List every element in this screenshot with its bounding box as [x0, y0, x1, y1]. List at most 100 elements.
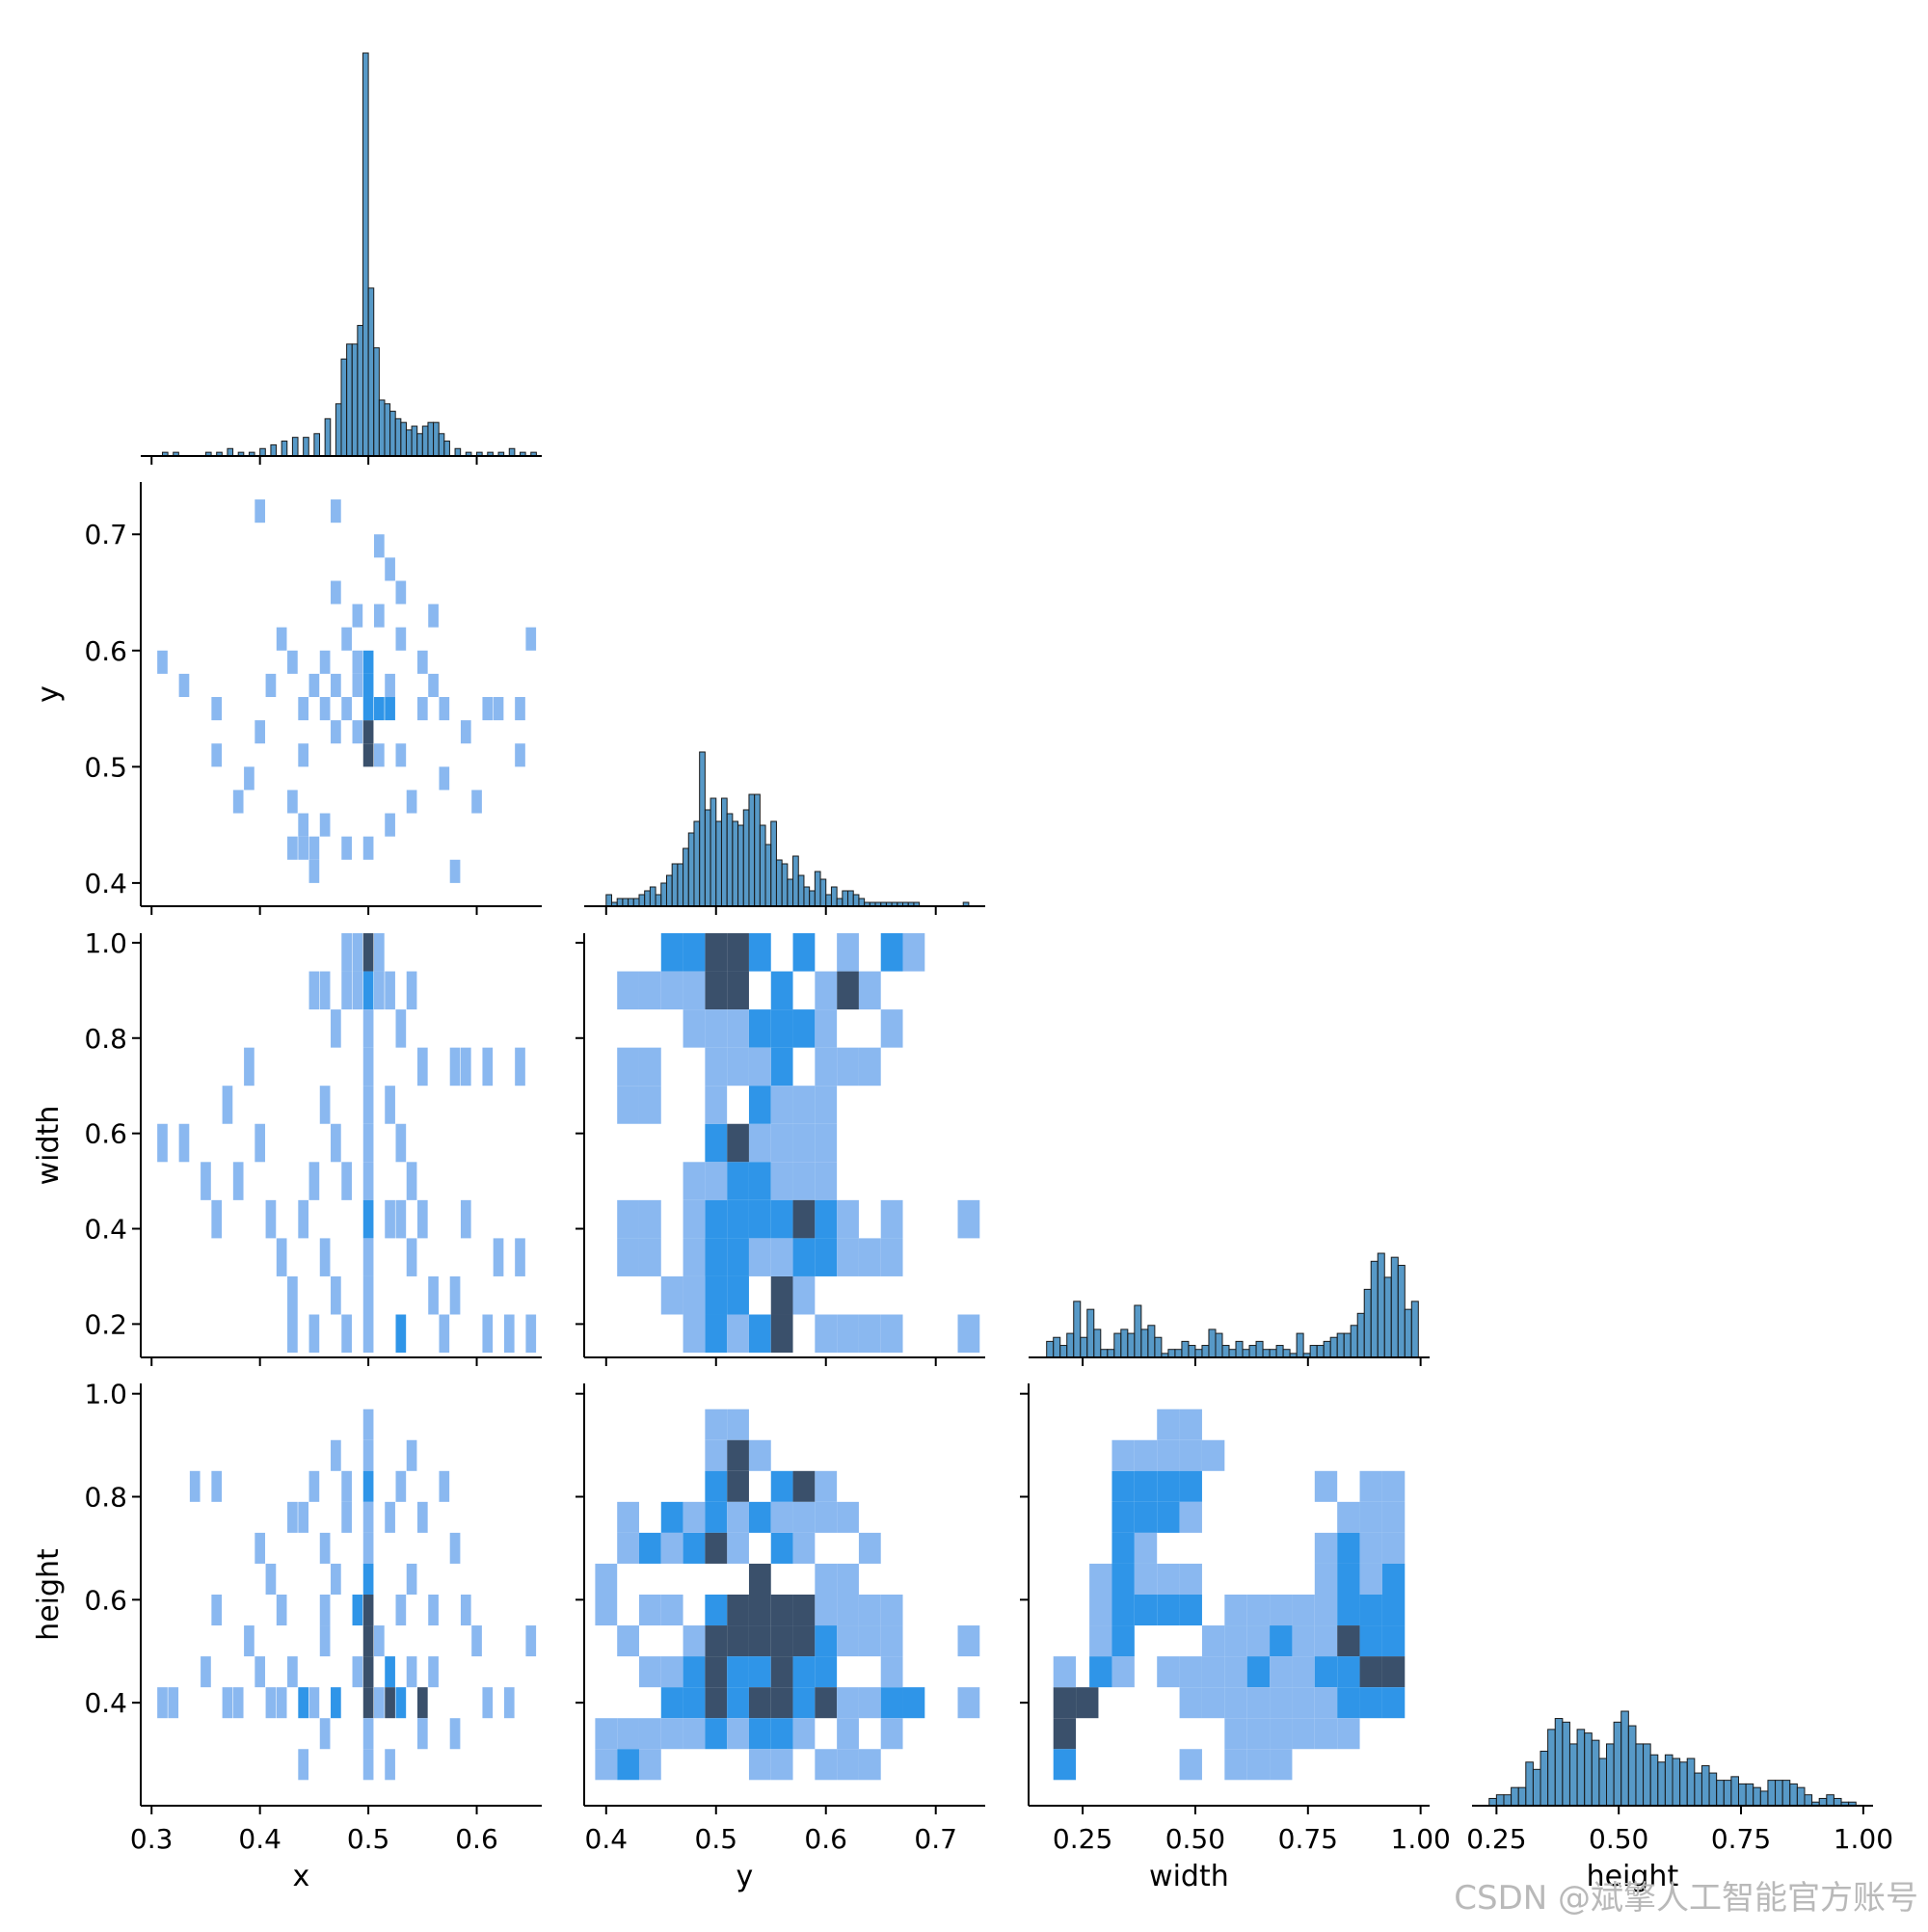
y-axis-title-y: y: [32, 685, 66, 703]
hist-bar-width: [1269, 1349, 1277, 1358]
heatmap-cell-width-height: [1134, 1501, 1158, 1533]
heatmap-cell-width-height: [1157, 1470, 1180, 1502]
heatmap-cell-x-height: [460, 1595, 471, 1626]
hist-bar-width: [1370, 1260, 1379, 1358]
x-axis-title-width: width: [1149, 1860, 1229, 1893]
heatmap-cell-x-height: [362, 1718, 374, 1750]
hist-bar-y: [605, 894, 612, 907]
heatmap-cell-width-height: [1292, 1656, 1315, 1688]
y-tick-label: 1.0: [84, 927, 127, 959]
heatmap-cell-y-height: [660, 1687, 683, 1719]
hist-bar-height: [1753, 1786, 1761, 1807]
heatmap-cell-y-height: [727, 1501, 749, 1533]
hist-bar-y: [770, 820, 777, 907]
heatmap-cell-width-height: [1179, 1439, 1202, 1471]
heatmap-cell-width-height: [1337, 1625, 1360, 1657]
heatmap-cell-y-height: [727, 1718, 749, 1750]
heatmap-cell-x-y: [265, 673, 277, 698]
heatmap-cell-y-width: [815, 1009, 838, 1048]
heatmap-cell-y-width: [683, 1009, 706, 1048]
heatmap-cell-x-width: [362, 933, 374, 972]
hist-bar-x: [373, 347, 380, 457]
x-tick-label: 0.25: [1466, 1823, 1526, 1855]
heatmap-cell-x-width: [222, 1086, 233, 1124]
heatmap-cell-y-width: [727, 1162, 749, 1200]
x-axis-title-height: height: [1587, 1860, 1679, 1893]
heatmap-cell-y-width: [957, 1199, 980, 1239]
heatmap-cell-x-height: [449, 1718, 461, 1750]
heatmap-cell-y-height: [815, 1470, 838, 1502]
heatmap-cell-y-width: [705, 1162, 728, 1200]
heatmap-cell-x-height: [362, 1470, 374, 1502]
heatmap-cell-x-y: [331, 720, 341, 744]
heatmap-cell-y-height: [858, 1595, 881, 1626]
heatmap-cell-y-height: [748, 1687, 771, 1719]
heatmap-cell-x-width: [460, 1047, 471, 1087]
heatmap-cell-y-width: [770, 1238, 793, 1276]
heatmap-cell-y-height: [748, 1501, 771, 1533]
heatmap-cell-x-width: [449, 1275, 461, 1315]
heatmap-cell-width-height: [1089, 1656, 1112, 1688]
heatmap-cell-x-width: [319, 971, 331, 1010]
heatmap-cell-x-height: [319, 1595, 331, 1626]
x-tick-label: 0.4: [585, 1823, 629, 1855]
heatmap-cell-x-width: [298, 1199, 308, 1239]
heatmap-cell-y-height: [837, 1625, 859, 1657]
heatmap-cell-x-width: [331, 1275, 341, 1315]
hist-bar-y: [699, 751, 706, 907]
hist-bar-width: [1255, 1340, 1264, 1358]
hist-bar-width: [1316, 1345, 1325, 1358]
heatmap-cell-y-width: [617, 1199, 639, 1239]
heatmap-cell-width-height: [1270, 1749, 1293, 1781]
heatmap-cell-width-height: [1381, 1563, 1406, 1595]
heatmap-cell-x-y: [482, 697, 494, 721]
heatmap-cell-y-width: [705, 1086, 728, 1124]
heatmap-cell-x-width: [395, 1199, 407, 1239]
heatmap-cell-width-height: [1053, 1718, 1077, 1750]
heatmap-cell-x-width: [493, 1238, 504, 1276]
heatmap-cell-y-width: [638, 1086, 661, 1124]
heatmap-cell-y-height: [705, 1501, 728, 1533]
hist-bar-height: [1540, 1750, 1549, 1807]
heatmap-cell-y-height: [660, 1718, 683, 1750]
heatmap-cell-x-height: [362, 1595, 374, 1626]
x-tick-label: 0.6: [455, 1823, 498, 1855]
heatmap-cell-y-width: [815, 1314, 838, 1354]
heatmap-cell-y-height: [705, 1718, 728, 1750]
heatmap-cell-x-height: [482, 1687, 494, 1719]
heatmap-cell-y-height: [748, 1625, 771, 1657]
heatmap-cell-x-height: [157, 1687, 168, 1719]
hist-bar-width: [1140, 1328, 1149, 1358]
hist-bar-height: [1781, 1780, 1791, 1807]
heatmap-cell-x-y: [416, 650, 428, 674]
hist-bar-y: [638, 894, 646, 907]
hist-bar-x: [362, 52, 369, 457]
heatmap-cell-x-height: [298, 1687, 308, 1719]
heatmap-cell-x-y: [157, 650, 168, 674]
heatmap-cell-y-width: [705, 933, 728, 972]
heatmap-cell-width-height: [1224, 1718, 1247, 1750]
y-tick-label: 0.4: [84, 1214, 127, 1246]
hist-bar-height: [1716, 1780, 1725, 1807]
heatmap-cell-y-width: [683, 1314, 706, 1354]
heatmap-cell-y-width: [837, 1199, 859, 1239]
heatmap-cell-x-y: [428, 604, 439, 628]
hist-bar-height: [1745, 1783, 1754, 1807]
y-axis-title-height: height: [32, 1548, 66, 1641]
heatmap-cell-y-height: [705, 1625, 728, 1657]
x-tick-label: 0.4: [238, 1823, 281, 1855]
heatmap-cell-width-height: [1179, 1595, 1202, 1626]
hist-bar-y: [748, 793, 756, 907]
heatmap-cell-y-width: [727, 1009, 749, 1048]
heatmap-cell-x-width: [385, 1199, 395, 1239]
hist-bar-x: [324, 417, 332, 457]
heatmap-cell-width-height: [1246, 1625, 1271, 1657]
heatmap-cell-y-height: [792, 1718, 816, 1750]
heatmap-cell-width-height: [1314, 1532, 1338, 1564]
y-tick-label: 0.2: [84, 1308, 127, 1340]
heatmap-cell-y-height: [815, 1656, 838, 1688]
heatmap-cell-y-width: [770, 1047, 793, 1087]
heatmap-cell-x-height: [449, 1532, 461, 1564]
heatmap-cell-y-width: [660, 933, 683, 972]
heatmap-cell-width-height: [1111, 1563, 1135, 1595]
